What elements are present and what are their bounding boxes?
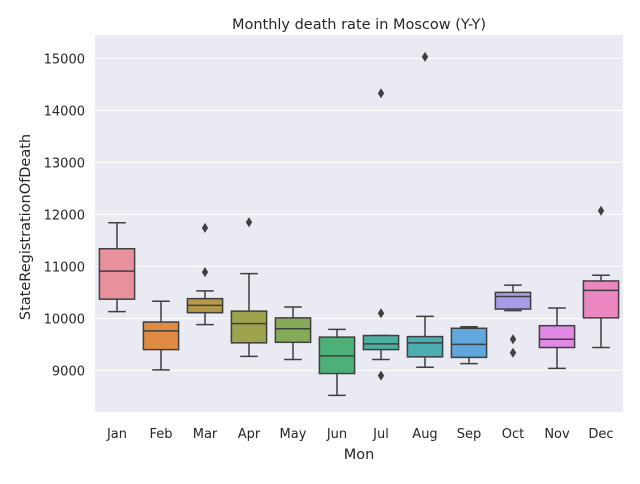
box-sep	[450, 325, 488, 365]
outlier-point	[377, 370, 385, 381]
x-tick-label: Mar	[193, 427, 218, 442]
x-tick-label: Feb	[149, 427, 172, 442]
box-jun	[318, 328, 356, 397]
plot-background	[95, 35, 623, 412]
box-oct	[494, 284, 532, 358]
outlier-point	[377, 308, 385, 319]
x-tick-label: Oct	[502, 427, 524, 442]
x-tick-label: Dec	[588, 427, 613, 442]
outlier-point	[509, 347, 517, 358]
box-may	[274, 306, 312, 361]
box-apr	[230, 217, 268, 358]
grid-lines	[95, 57, 623, 371]
box-iqr	[362, 334, 400, 351]
outlier-point	[597, 205, 605, 216]
box-iqr	[494, 291, 532, 310]
x-axis-label: Mon	[344, 447, 375, 463]
outlier-point	[377, 88, 385, 99]
outlier-point	[201, 222, 209, 233]
x-tick-label: May	[280, 427, 307, 442]
box-dec	[582, 205, 620, 349]
box-jan	[98, 221, 136, 313]
box-feb	[142, 300, 180, 371]
y-tick-label: 12000	[44, 208, 85, 223]
box-iqr	[98, 247, 136, 300]
y-tick-labels: 9000 10000 11000 12000 13000 14000 15000	[44, 52, 85, 379]
y-tick-label: 13000	[44, 156, 85, 171]
y-axis-label: StateRegistrationOfDeath	[18, 134, 34, 320]
box-iqr	[538, 324, 576, 349]
y-tick-label: 14000	[44, 104, 85, 119]
box-iqr	[582, 280, 620, 319]
box-jul	[362, 88, 400, 381]
chart-title: Monthly death rate in Moscow (Y-Y)	[232, 17, 486, 33]
box-iqr	[450, 327, 488, 359]
boxes	[98, 51, 620, 397]
y-tick-label: 9000	[52, 364, 85, 379]
box-iqr	[142, 321, 180, 351]
x-tick-label: Aug	[412, 427, 437, 442]
outlier-point	[201, 267, 209, 278]
outlier-point	[509, 334, 517, 345]
x-tick-label: Jul	[372, 427, 389, 442]
x-tick-labels: Jan Feb Mar Apr May Jun Jul Aug Sep Oct Nov Dec	[106, 427, 614, 442]
box-mar	[186, 222, 224, 326]
box-nov	[538, 307, 576, 370]
box-iqr	[406, 335, 444, 358]
outlier-point	[245, 217, 253, 228]
x-tick-label: Jun	[326, 427, 347, 442]
outlier-point	[421, 51, 429, 62]
box-aug	[406, 51, 444, 369]
x-tick-label: Nov	[544, 427, 570, 442]
y-tick-label: 15000	[44, 52, 85, 67]
box-iqr	[230, 310, 268, 344]
y-tick-label: 11000	[44, 260, 85, 275]
y-tick-label: 10000	[44, 312, 85, 327]
box-iqr	[274, 317, 312, 344]
x-tick-label: Sep	[457, 427, 482, 442]
x-tick-label: Apr	[238, 427, 261, 442]
x-tick-label: Jan	[106, 427, 127, 442]
